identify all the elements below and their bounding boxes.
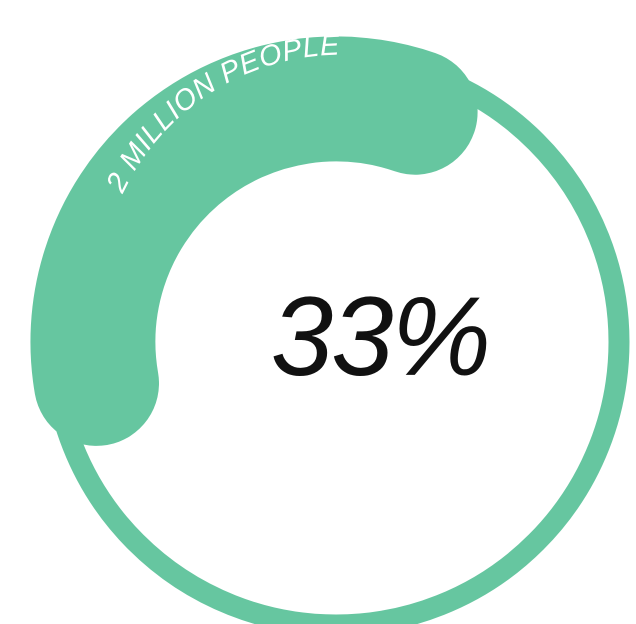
gauge-highlight-arc [30, 36, 478, 446]
percent-value: 33% [271, 274, 489, 399]
